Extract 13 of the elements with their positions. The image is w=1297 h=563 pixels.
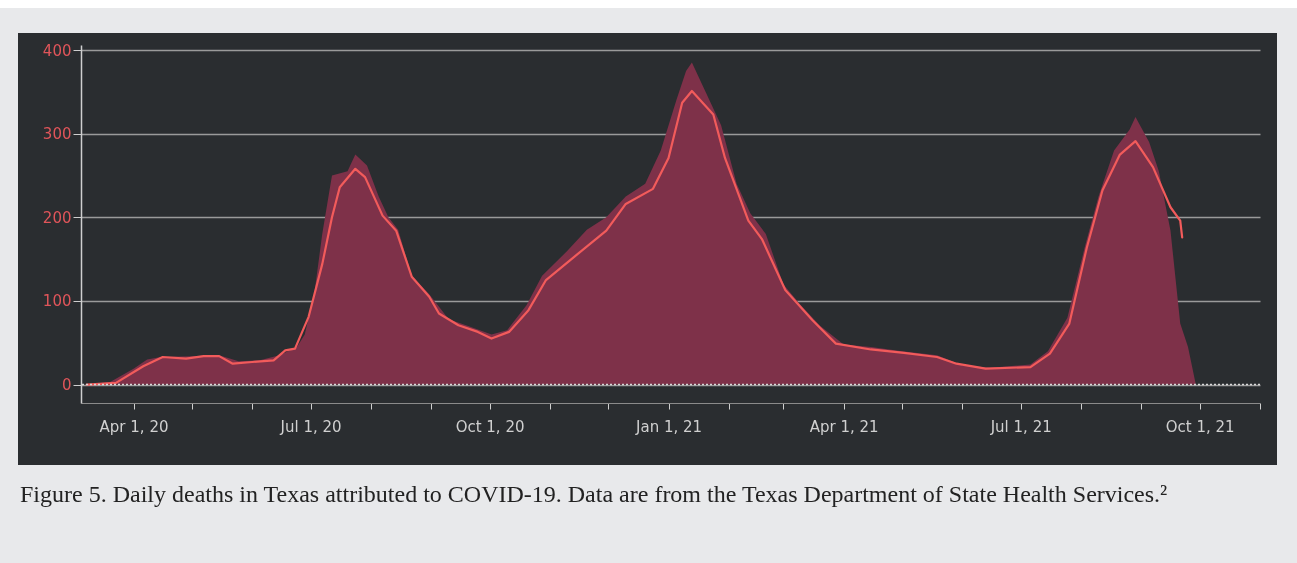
x-tick-label: Jan 1, 21	[635, 417, 703, 436]
x-tick-label: Jul 1, 20	[279, 417, 342, 436]
x-tick-label: Apr 1, 21	[809, 417, 879, 436]
x-tick-label: Oct 1, 21	[1165, 417, 1235, 436]
y-tick-label: 400	[42, 41, 72, 60]
x-tick-label: Oct 1, 20	[455, 417, 525, 436]
y-tick-label: 0	[61, 376, 72, 395]
caption: Figure 5. Daily deaths in Texas attributed to COVID-19. Data are from the Texas Department of State Health Services.²	[20, 480, 1169, 509]
x-tick-label: Jul 1, 21	[989, 417, 1052, 436]
x-tick-label: Apr 1, 20	[99, 417, 169, 436]
y-tick-label: 200	[42, 208, 72, 227]
y-tick-label: 300	[42, 125, 72, 144]
y-tick-label: 100	[42, 292, 72, 311]
